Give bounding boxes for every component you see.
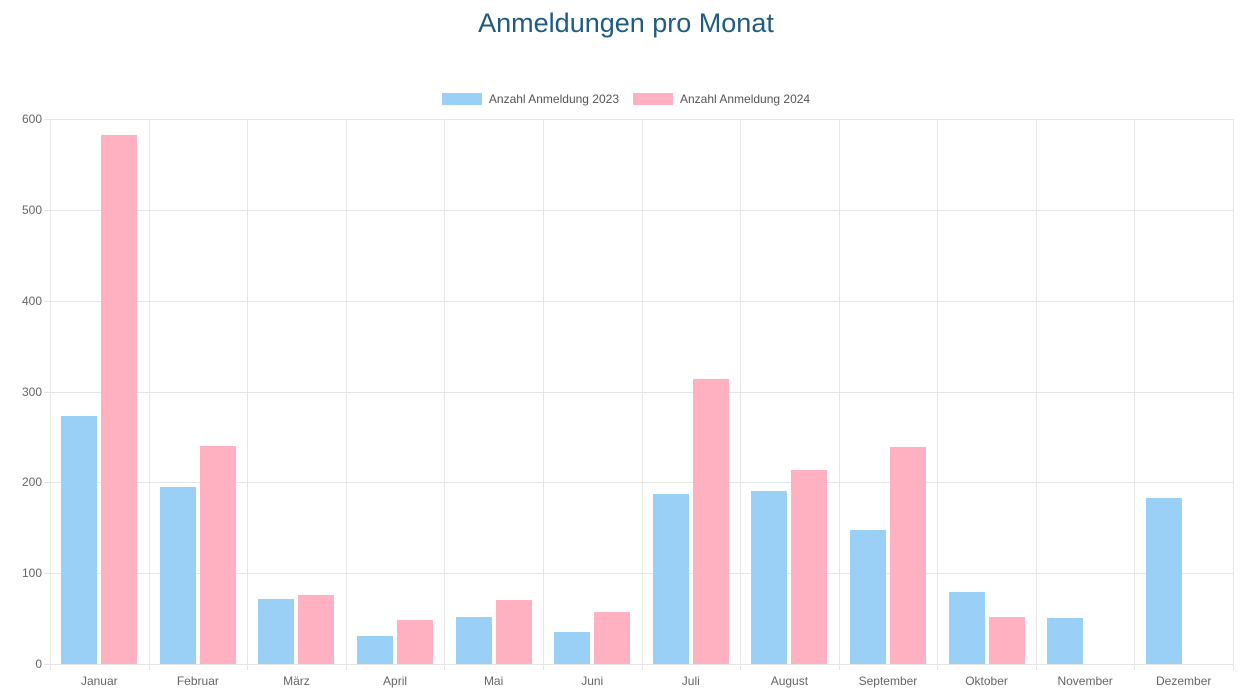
- gridline-vertical: [50, 119, 51, 664]
- bar-2024-oktober: [988, 616, 1025, 664]
- bar-2024-april: [397, 619, 434, 664]
- x-axis-tick: [247, 664, 249, 670]
- x-axis-tick: [1134, 664, 1136, 670]
- y-axis-tick: [44, 482, 50, 484]
- y-tick-label: 400: [21, 293, 42, 308]
- x-tick-label-august: August: [770, 674, 809, 688]
- bar-2024-mai: [495, 599, 532, 664]
- legend-swatch-2023: [441, 93, 482, 105]
- x-axis-tick: [1035, 664, 1037, 670]
- legend-item-2024[interactable]: Anzahl Anmeldung 2024: [633, 92, 810, 106]
- x-axis-tick: [444, 664, 446, 670]
- x-tick-label-oktober: Oktober: [965, 674, 1008, 688]
- bar-2024-januar: [101, 135, 138, 664]
- y-tick-label: 100: [21, 566, 42, 581]
- y-tick-label: 0: [35, 657, 42, 671]
- gridline-vertical: [838, 119, 840, 664]
- x-axis-tick: [937, 664, 939, 670]
- legend-swatch-2024: [633, 93, 673, 105]
- x-tick-label-m-rz: März: [283, 674, 310, 688]
- bar-2023-juni: [554, 632, 591, 664]
- bar-2023-februar: [159, 486, 196, 664]
- bar-2023-juli: [652, 494, 689, 664]
- gridline-vertical: [641, 119, 643, 664]
- x-axis-tick: [838, 664, 840, 670]
- chart-legend: Anzahl Anmeldung 2023 Anzahl Anmeldung 20…: [0, 92, 1252, 106]
- x-tick-label-dezember: Dezember: [1156, 674, 1212, 688]
- x-tick-label-februar: Februar: [176, 674, 219, 688]
- y-axis-tick: [44, 391, 50, 393]
- x-axis-tick: [542, 664, 544, 670]
- x-tick-label-november: November: [1057, 674, 1113, 688]
- bar-2024-februar: [199, 446, 236, 664]
- bar-2024-august: [791, 469, 828, 664]
- y-tick-label: 300: [21, 384, 42, 399]
- x-tick-label-mai: Mai: [483, 674, 504, 688]
- x-tick-label-juni: Juni: [581, 674, 604, 688]
- x-tick-label-januar: Januar: [80, 674, 118, 688]
- x-axis-tick: [740, 664, 742, 670]
- plot-area: 0 100 200 300 400 500 600 Januar Februar März Apri…: [22, 112, 1234, 688]
- bar-2023-august: [751, 491, 788, 664]
- chart-title: Anmeldungen pro Monat: [478, 8, 774, 38]
- gridline-vertical: [345, 119, 347, 664]
- bar-2023-dezember: [1145, 497, 1182, 664]
- x-axis-tick: [345, 664, 347, 670]
- bar-2023-september: [849, 530, 886, 664]
- x-tick-label-september: September: [858, 674, 918, 688]
- y-axis-tick: [44, 209, 50, 211]
- gridline-vertical: [740, 119, 742, 664]
- gridline-vertical: [1233, 119, 1234, 664]
- bar-2023-november: [1047, 617, 1084, 664]
- y-axis-tick: [44, 573, 50, 575]
- bar-2023-januar: [61, 416, 98, 664]
- bar-2024-september: [889, 446, 926, 664]
- y-tick-label: 200: [21, 475, 42, 490]
- y-tick-label: 500: [21, 202, 42, 217]
- bar-2023-oktober: [948, 592, 985, 664]
- y-axis-tick: [44, 119, 50, 120]
- bar-2023-mai: [455, 616, 492, 664]
- y-axis-tick: [44, 664, 50, 665]
- gridline-vertical: [444, 119, 446, 664]
- y-tick-label: 600: [21, 112, 42, 126]
- x-tick-label-april: April: [383, 674, 408, 688]
- bar-2024-juni: [594, 612, 631, 664]
- bar-2023-april: [357, 635, 394, 664]
- gridline-vertical: [542, 119, 544, 664]
- bar-2024-juli: [692, 378, 729, 664]
- legend-item-2023[interactable]: Anzahl Anmeldung 2023: [441, 92, 619, 106]
- y-axis-tick: [44, 300, 50, 302]
- gridline-vertical: [937, 119, 939, 664]
- legend-label-2023: Anzahl Anmeldung 2023: [488, 92, 619, 106]
- gridline-vertical: [148, 119, 150, 664]
- x-axis-tick: [148, 664, 150, 670]
- x-axis-tick: [50, 664, 51, 670]
- gridline-vertical: [1035, 119, 1037, 664]
- x-axis-tick: [1233, 664, 1234, 670]
- x-axis-tick: [641, 664, 643, 670]
- bar-2024-m-rz: [298, 594, 335, 664]
- bar-2023-m-rz: [258, 598, 295, 664]
- x-tick-label-juli: Juli: [681, 674, 700, 688]
- legend-label-2024: Anzahl Anmeldung 2024: [680, 92, 811, 106]
- gridline-vertical: [1134, 119, 1136, 664]
- gridline-vertical: [247, 119, 249, 664]
